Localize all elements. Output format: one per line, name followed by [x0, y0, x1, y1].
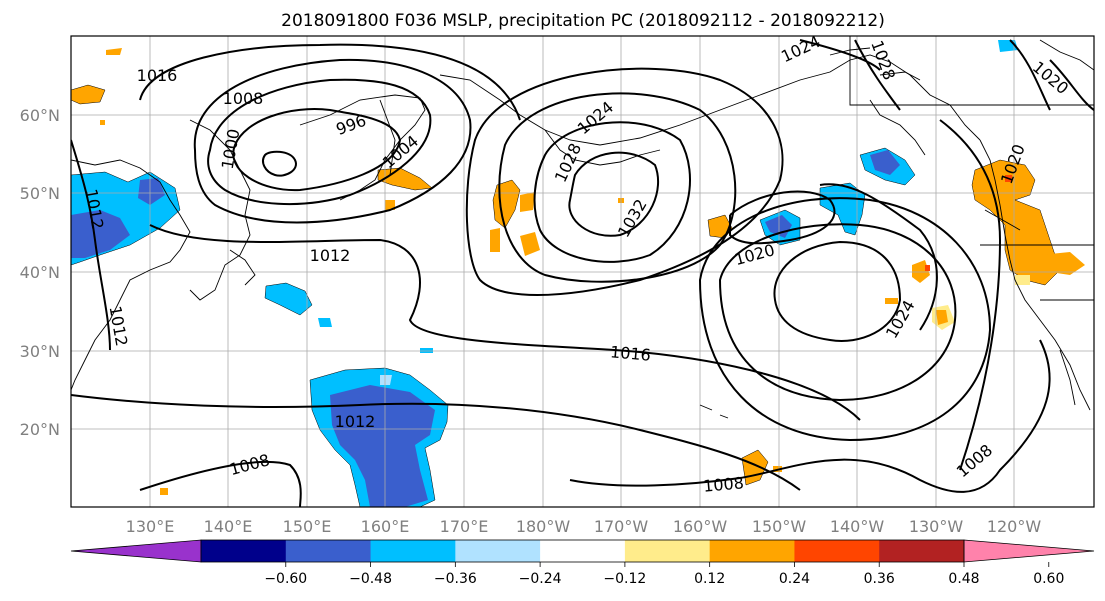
lon-label: 160°W — [673, 517, 728, 536]
lon-label: 150°W — [752, 517, 807, 536]
colorbar-segment — [285, 540, 372, 562]
colorbar-extend-high — [963, 539, 1095, 563]
lon-label: 130°W — [909, 517, 964, 536]
colorbar-segment — [879, 540, 965, 562]
lat-label: 40°N — [20, 263, 60, 282]
coastlines — [71, 36, 1094, 419]
lon-label: 150°E — [283, 517, 332, 536]
graticule — [71, 36, 1094, 507]
colorbar-tick-label: −0.60 — [264, 571, 307, 587]
colorbar-tick-label: 0.60 — [1033, 571, 1064, 587]
colorbar-tick-label: −0.12 — [603, 571, 646, 587]
colorbar-segment — [709, 540, 795, 562]
latitude-axis: 60°N 50°N 40°N 30°N 20°N — [20, 106, 60, 439]
lon-label: 170°W — [594, 517, 649, 536]
map-title: 2018091800 F036 MSLP, precipitation PC (… — [281, 11, 885, 31]
isobar-label: 1008 — [223, 89, 264, 108]
lon-label: 140°E — [204, 517, 253, 536]
colorbar-tick-label: 0.36 — [864, 571, 895, 587]
colorbar-tick-label: −0.48 — [349, 571, 392, 587]
colorbar-tick-label: −0.36 — [434, 571, 477, 587]
lon-label: 120°W — [987, 517, 1042, 536]
colorbar-segment — [624, 540, 711, 562]
positive-precip-shading — [71, 48, 1085, 495]
colorbar-tick-label: 0.12 — [694, 571, 725, 587]
lat-label: 60°N — [20, 106, 60, 125]
isobar-label: 1016 — [137, 66, 178, 85]
colorbar-segment — [201, 540, 287, 562]
colorbar-tick-label: −0.24 — [519, 571, 562, 587]
map-content: 1016 1008 1000 996 1004 1012 1012 1012 1… — [71, 36, 1094, 507]
colorbar-extend-low — [70, 539, 202, 563]
lon-label: 160°E — [361, 517, 410, 536]
isobars — [71, 39, 1094, 507]
isobar-label: 1016 — [609, 342, 651, 364]
colorbar-segment — [455, 540, 541, 562]
isobar-label: 1012 — [310, 246, 351, 265]
lat-label: 50°N — [20, 184, 60, 203]
colorbar-tick-label: 0.24 — [779, 571, 810, 587]
lon-label: 180°W — [516, 517, 571, 536]
lat-label: 20°N — [20, 420, 60, 439]
colorbar: −0.60 −0.48 −0.36 −0.24 −0.12 0.12 0.24 0.36 0.4… — [70, 539, 1095, 587]
colorbar-segment — [794, 540, 880, 562]
lon-label: 170°E — [440, 517, 489, 536]
lon-label: 140°W — [830, 517, 885, 536]
lat-label: 30°N — [20, 342, 60, 361]
colorbar-segment — [370, 540, 456, 562]
isobar-label: 1008 — [702, 473, 744, 495]
colorbar-tick-label: 0.48 — [948, 571, 979, 587]
colorbar-segment — [540, 540, 626, 562]
isobar-label: 1012 — [335, 412, 376, 431]
longitude-axis: 130°E 140°E 150°E 160°E 170°E 180°W 170°… — [126, 517, 1042, 536]
lon-label: 130°E — [126, 517, 175, 536]
map-frame — [70, 35, 1095, 508]
colorbar-outline — [200, 539, 965, 563]
